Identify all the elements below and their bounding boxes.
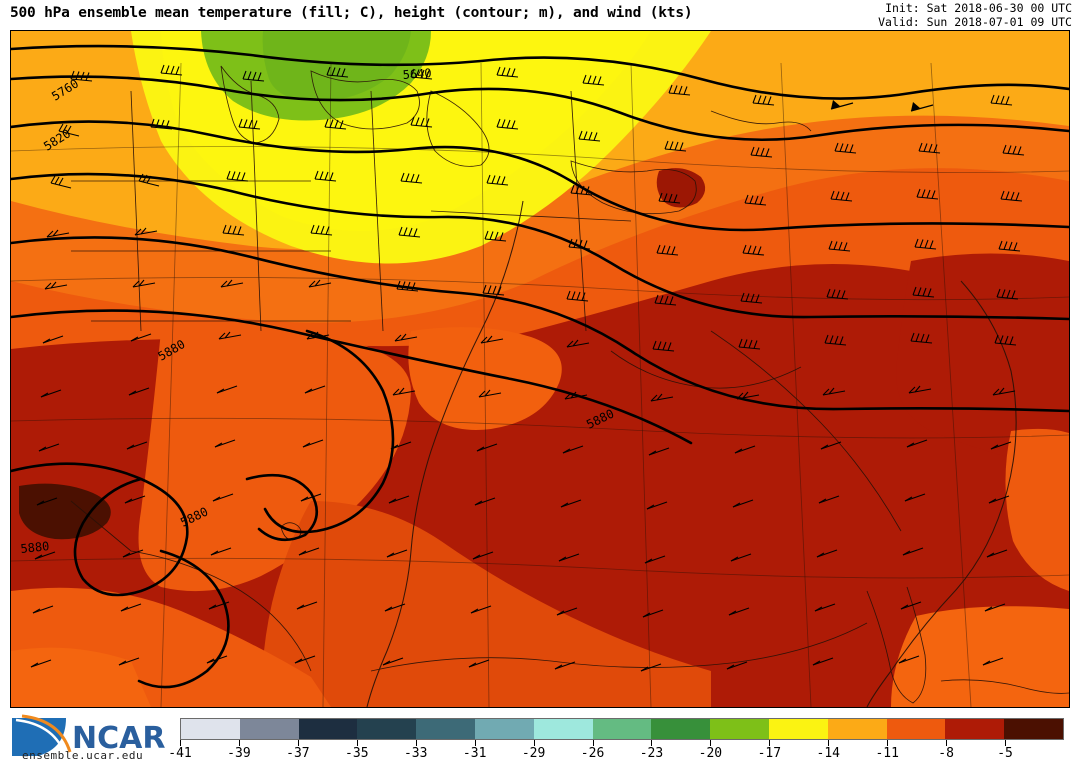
colorbar-segment: [298, 719, 358, 739]
colorbar-tick-label: -39: [227, 746, 251, 761]
colorbar-tick-mark: [592, 740, 594, 746]
colorbar-tick-mark: [533, 740, 535, 746]
colorbar-segment: [886, 719, 946, 739]
height-contour-layer: [11, 44, 1069, 689]
colorbar-tick-label: -26: [580, 746, 605, 761]
colorbar-tick-label: -41: [168, 746, 192, 761]
colorbar-segment: [827, 719, 887, 739]
colorbar-tick-label: -29: [521, 746, 546, 761]
colorbar-segment: [474, 719, 534, 739]
colorbar-segment: [945, 719, 1005, 739]
colorbar-tick-mark: [238, 740, 240, 746]
colorbar-segment: [357, 719, 417, 739]
colorbar-ticks: -41 -39 -37 -35 -33 -31 -29 -26 -23 -20 -17 -14 -11 -…: [168, 740, 1064, 764]
map-canvas: 5640 5760 5820 5880 5880 5880 5880: [11, 31, 1069, 707]
ncar-logo: NCAR: [12, 714, 165, 756]
forecast-time-stamp: Init: Sat 2018-06-30 00 UTC Valid: Sun 2…: [878, 1, 1072, 29]
temperature-fill-layer: [11, 31, 1069, 707]
colorbar-tick-label: -20: [698, 746, 723, 761]
colorbar-tick-mark: [828, 740, 830, 746]
colorbar-segment: [1004, 719, 1063, 739]
colorbar-gradient: [180, 718, 1064, 740]
footer-bar: NCAR ensemble.ucar.edu -41 -39 -37 -35 -33 -3…: [0, 710, 1080, 766]
weather-map-panel[interactable]: 5640 5760 5820 5880 5880 5880 5880: [10, 30, 1070, 708]
colorbar-tick-label: -31: [462, 746, 487, 761]
colorbar: -41 -39 -37 -35 -33 -31 -29 -26 -23 -20 -17 -14 -11 -…: [168, 718, 1064, 764]
header-bar: 500 hPa ensemble mean temperature (fill;…: [0, 0, 1080, 30]
colorbar-tick-label: -35: [345, 746, 369, 761]
contour-label-5880-d: 5880: [20, 539, 50, 556]
colorbar-tick-mark: [887, 740, 889, 746]
colorbar-tick-mark: [297, 740, 299, 746]
init-time: Init: Sat 2018-06-30 00 UTC: [885, 1, 1072, 15]
colorbar-segment: [592, 719, 652, 739]
colorbar-segment: [533, 719, 593, 739]
geography-outline-layer: [11, 62, 1069, 707]
colorbar-tick-label: -14: [816, 746, 841, 761]
colorbar-tick-label: -5: [997, 746, 1013, 761]
colorbar-tick-label: -37: [286, 746, 310, 761]
colorbar-tick-mark: [710, 740, 712, 746]
colorbar-tick-mark: [651, 740, 653, 746]
colorbar-tick-mark: [474, 740, 476, 746]
ncar-wordmark: NCAR: [72, 721, 165, 756]
colorbar-tick-label: -8: [938, 746, 954, 761]
colorbar-tick-mark: [356, 740, 358, 746]
colorbar-tick-mark: [1005, 740, 1007, 746]
colorbar-segment: [710, 719, 769, 739]
colorbar-tick-label: -23: [639, 746, 664, 761]
page-title: 500 hPa ensemble mean temperature (fill;…: [10, 5, 693, 21]
colorbar-tick-mark: [415, 740, 417, 746]
colorbar-segment: [768, 719, 828, 739]
colorbar-tick-mark: [946, 740, 948, 746]
colorbar-tick-mark: [769, 740, 771, 746]
colorbar-tick-mark: [180, 740, 181, 746]
colorbar-tick-label: -33: [403, 746, 428, 761]
colorbar-segment: [181, 719, 240, 739]
colorbar-segment: [416, 719, 475, 739]
colorbar-tick-label: -11: [875, 746, 899, 761]
colorbar-segment: [239, 719, 299, 739]
valid-time: Valid: Sun 2018-07-01 09 UTC: [878, 15, 1072, 29]
colorbar-tick-label: -17: [757, 746, 782, 761]
ncar-url: ensemble.ucar.edu: [22, 749, 144, 762]
colorbar-segment: [651, 719, 711, 739]
